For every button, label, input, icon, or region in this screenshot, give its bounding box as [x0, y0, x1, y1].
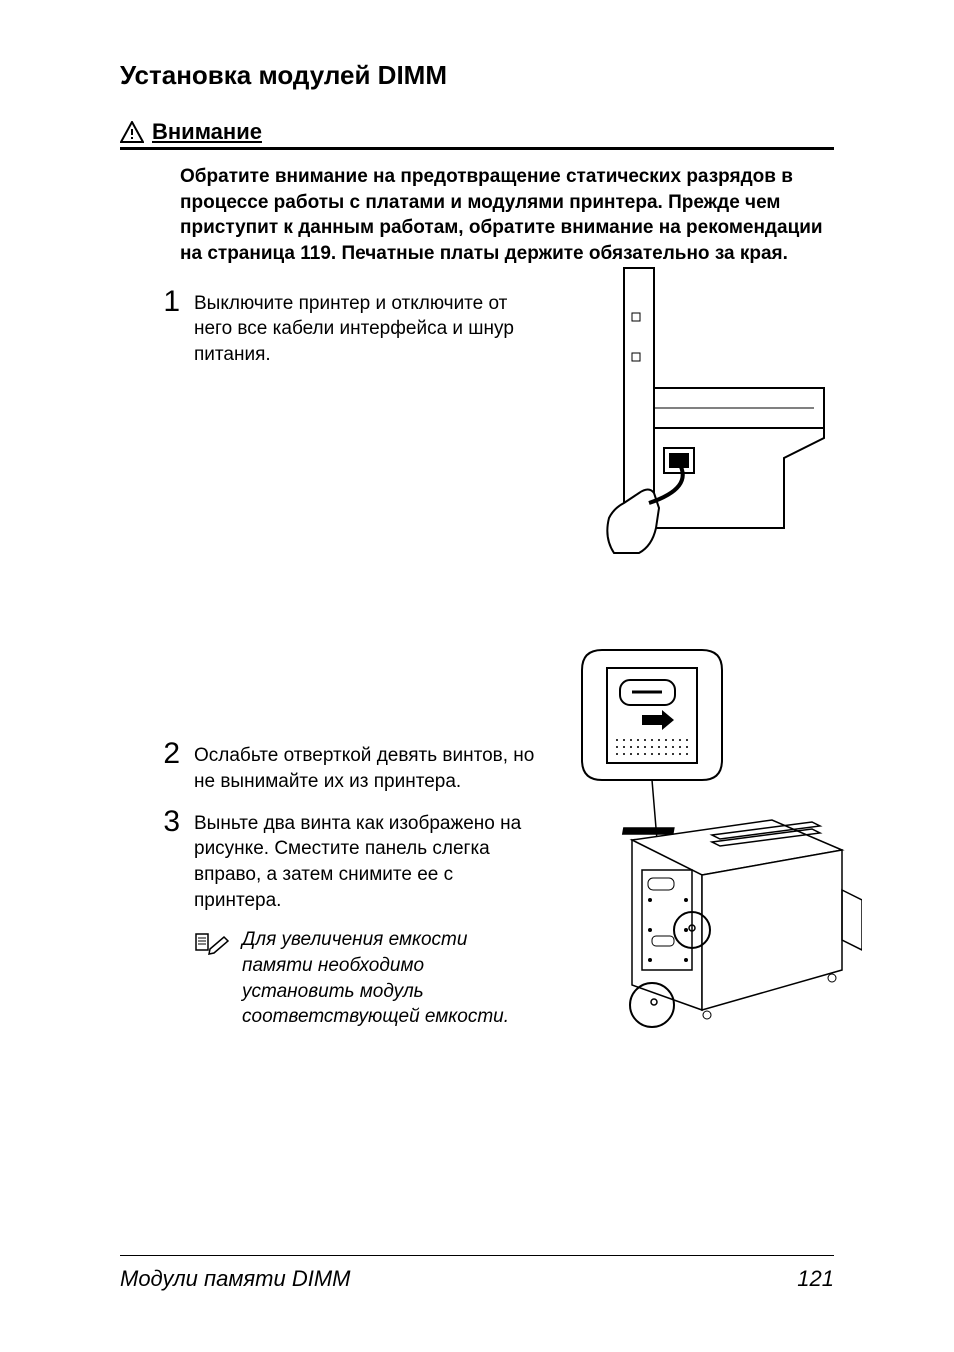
step-number: 3: [154, 805, 180, 914]
note-text: Для увеличения емкости памяти необходимо…: [242, 927, 534, 1030]
warning-icon: [120, 121, 144, 143]
warning-body: Обратите внимание на предотвращение стат…: [120, 150, 834, 267]
figure-1-printer-cable: [584, 258, 844, 558]
page-title: Установка модулей DIMM: [120, 60, 834, 91]
warning-header: Внимание: [120, 119, 834, 150]
footer-page-number: 121: [797, 1266, 834, 1292]
page-footer: Модули памяти DIMM 121: [120, 1255, 834, 1292]
step-text: Ослабьте отверткой девять винтов, но не …: [194, 737, 544, 794]
step-text: Выключите принтер и отключите от него вс…: [194, 285, 544, 368]
note: Для увеличения емкости памяти необходимо…: [154, 927, 534, 1030]
step-number: 2: [154, 737, 180, 794]
footer-section: Модули памяти DIMM: [120, 1266, 350, 1292]
warning-block: Внимание Обратите внимание на предотвращ…: [120, 119, 834, 267]
step-text: Выньте два винта как изображено на рисун…: [194, 805, 544, 914]
note-icon: [194, 931, 230, 955]
step-number: 1: [154, 285, 180, 368]
manual-page: Установка модулей DIMM Внимание Обратите…: [0, 0, 954, 1352]
warning-title: Внимание: [152, 119, 262, 145]
figure-2-printer-panel: [562, 640, 862, 1040]
